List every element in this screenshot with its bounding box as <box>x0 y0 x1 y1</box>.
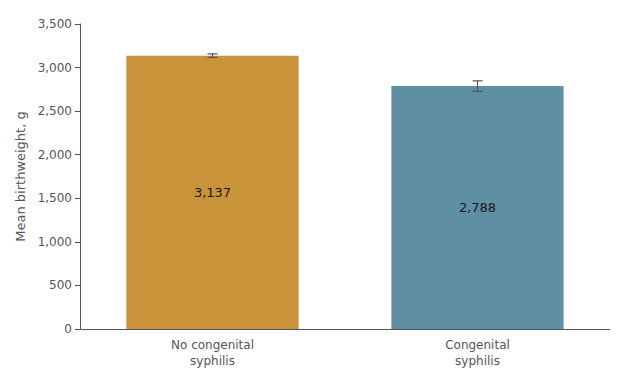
svg-text:1,000: 1,000 <box>38 235 72 249</box>
svg-text:1,500: 1,500 <box>38 191 72 205</box>
svg-text:syphilis: syphilis <box>455 354 500 368</box>
svg-text:500: 500 <box>49 278 72 292</box>
svg-text:2,500: 2,500 <box>38 104 72 118</box>
svg-text:Mean birthweight, g: Mean birthweight, g <box>13 111 28 241</box>
svg-text:syphilis: syphilis <box>190 354 235 368</box>
svg-text:0: 0 <box>64 322 72 336</box>
svg-text:Congenital: Congenital <box>445 338 510 352</box>
svg-text:2,000: 2,000 <box>38 148 72 162</box>
svg-text:3,000: 3,000 <box>38 61 72 75</box>
svg-text:No congenital: No congenital <box>171 338 254 352</box>
svg-text:3,500: 3,500 <box>38 17 72 31</box>
svg-text:2,788: 2,788 <box>459 200 496 215</box>
svg-text:3,137: 3,137 <box>194 185 231 200</box>
